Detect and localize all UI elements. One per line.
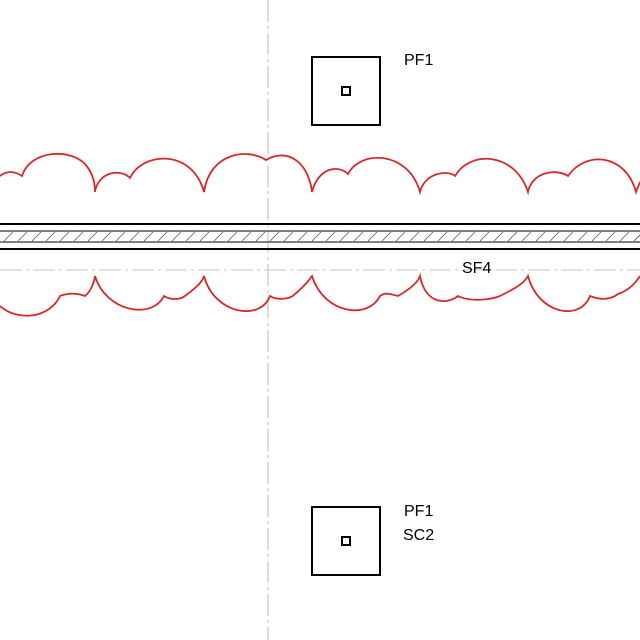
strip-footing-hatching <box>3 231 640 242</box>
pad-footing-bottom-label: PF1 <box>404 503 433 520</box>
hatch-line <box>605 231 616 242</box>
hatch-line <box>87 231 98 242</box>
pad-footing-top <box>311 56 381 126</box>
hatch-line <box>115 231 126 242</box>
hatch-line <box>17 231 28 242</box>
hatch-line <box>171 231 182 242</box>
hatch-line <box>227 231 238 242</box>
hatch-line <box>241 231 252 242</box>
revision-cloud-top <box>0 152 640 196</box>
hatch-line <box>255 231 266 242</box>
pad-footing-top-label: PF1 <box>404 52 433 69</box>
hatch-line <box>577 231 588 242</box>
hatch-line <box>59 231 70 242</box>
hatch-line <box>395 231 406 242</box>
revision-cloud-bottom <box>0 272 640 317</box>
strip-footing <box>0 223 640 250</box>
hatch-line <box>493 231 504 242</box>
hatch-line <box>297 231 308 242</box>
hatch-line <box>521 231 532 242</box>
hatch-line <box>549 231 560 242</box>
hatch-line <box>563 231 574 242</box>
hatch-line <box>283 231 294 242</box>
hatch-line <box>465 231 476 242</box>
hatch-line <box>381 231 392 242</box>
hatch-line <box>367 231 378 242</box>
hatch-line <box>633 234 640 242</box>
pad-footing-bottom-sublabel: SC2 <box>403 527 434 544</box>
hatch-line <box>353 231 364 242</box>
hatch-line <box>507 231 518 242</box>
pad-footing-outline <box>311 56 381 126</box>
hatch-line <box>619 231 630 242</box>
hatch-line <box>101 231 112 242</box>
hatch-line <box>339 231 350 242</box>
hatch-line <box>185 231 196 242</box>
hatch-line <box>157 231 168 242</box>
hatch-line <box>73 231 84 242</box>
hatch-line <box>451 231 462 242</box>
hatch-line <box>31 231 42 242</box>
hatch-line <box>199 231 210 242</box>
hatch-line <box>325 231 336 242</box>
hatch-line <box>479 231 490 242</box>
hatch-line <box>423 231 434 242</box>
hatch-line <box>535 231 546 242</box>
hatch-line <box>591 231 602 242</box>
column-marker <box>341 536 351 546</box>
hatch-line <box>45 231 56 242</box>
strip-footing-label: SF4 <box>462 260 491 277</box>
hatch-line <box>129 231 140 242</box>
hatch-line <box>3 231 14 242</box>
pad-footing-bottom <box>311 506 381 576</box>
hatch-line <box>143 231 154 242</box>
column-marker <box>341 86 351 96</box>
hatch-line <box>437 231 448 242</box>
hatch-line <box>213 231 224 242</box>
hatch-line <box>269 231 280 242</box>
pad-footing-outline <box>311 506 381 576</box>
hatch-line <box>311 231 322 242</box>
hatch-line <box>409 231 420 242</box>
